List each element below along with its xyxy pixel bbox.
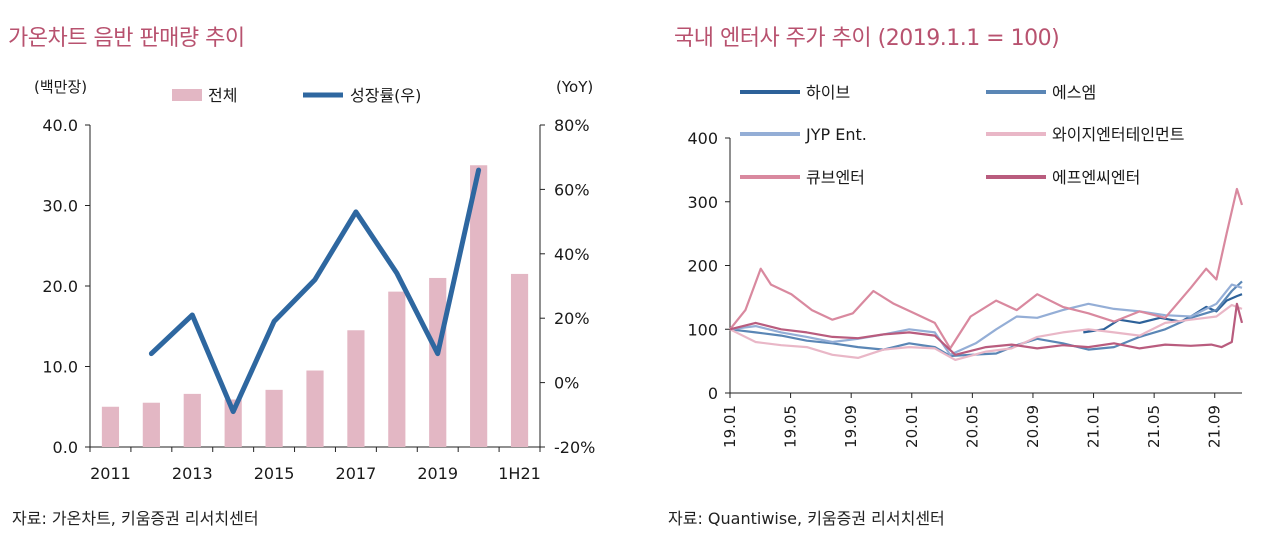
x-tick-label: 21.09	[1206, 405, 1224, 448]
legend-label: 에스엠	[1052, 83, 1096, 102]
left-chart-svg: (백만장) (YoY) 전체 성장률(우) 40.0 30.0 20.0 10.0 0.0 80%…	[34, 78, 595, 483]
y-tick-label-right: 20%	[554, 309, 590, 328]
x-tick-label: 2015	[254, 464, 295, 483]
y-tick-label: 100	[687, 320, 718, 339]
y-tick-label-right: -20%	[554, 438, 595, 457]
legend-label-bar: 전체	[208, 86, 237, 105]
y-tick-label-right: 80%	[554, 116, 590, 135]
y-tick-label-left: 30.0	[42, 197, 78, 216]
bar	[101, 406, 120, 447]
y-tick-label: 300	[687, 193, 718, 212]
x-tick-label: 2017	[336, 464, 377, 483]
series-line	[729, 302, 1244, 356]
y-tick-label-left: 10.0	[42, 358, 78, 377]
x-tick-label: 20.09	[1024, 405, 1042, 448]
legend-label: 에프엔씨엔터	[1052, 168, 1140, 187]
x-tick-label: 2019	[417, 464, 458, 483]
y-tick-label-right: 60%	[554, 180, 590, 199]
x-tick-label: 19.05	[782, 405, 800, 448]
x-tick-label: 19.01	[721, 405, 739, 448]
x-tick-label: 20.05	[963, 405, 981, 448]
bar	[347, 330, 365, 447]
legend-label: 큐브엔터	[806, 168, 865, 187]
y-tick-label-left: 20.0	[42, 277, 78, 296]
y-tick-label-left: 40.0	[42, 116, 78, 135]
x-tick-label: 2011	[90, 464, 131, 483]
left-chart-panel: 가온차트 음반 판매량 추이 (백만장) (YoY) 전체 성장률(우) 40.0 30.…	[8, 26, 595, 528]
right-chart-title: 국내 엔터사 주가 추이 (2019.1.1 = 100)	[674, 26, 1060, 51]
bar	[306, 370, 324, 447]
y-tick-label: 400	[687, 129, 718, 148]
legend-label: 하이브	[806, 83, 850, 102]
left-chart-source: 자료: 가온차트, 키움증권 리서치센터	[12, 509, 259, 528]
x-tick-label: 21.01	[1085, 405, 1103, 448]
bar	[510, 273, 529, 447]
bar	[388, 291, 406, 447]
bar	[183, 393, 201, 447]
y-axis-left-label: (백만장)	[34, 78, 87, 96]
series-line	[729, 280, 1243, 358]
x-tick-label: 21.05	[1145, 405, 1163, 448]
legend-swatch-bar	[172, 89, 202, 101]
left-chart-title: 가온차트 음반 판매량 추이	[8, 26, 245, 51]
y-axis-right-label: (YoY)	[556, 78, 593, 96]
bar	[265, 389, 283, 447]
x-tick-label: 20.01	[903, 405, 921, 448]
bar	[470, 165, 488, 447]
legend-label: 와이지엔터테인먼트	[1052, 125, 1184, 144]
y-tick-label-right: 40%	[554, 245, 590, 264]
bar	[429, 277, 447, 447]
right-chart-panel: 국내 엔터사 주가 추이 (2019.1.1 = 100) 하이브 에스엠 JYP …	[640, 0, 1262, 546]
legend-label-line: 성장률(우)	[350, 86, 421, 105]
series-line	[729, 283, 1243, 356]
right-chart-source: 자료: Quantiwise, 키움증권 리서치센터	[668, 509, 945, 528]
y-tick-label: 200	[687, 257, 718, 276]
y-tick-label: 0	[708, 384, 718, 403]
series-line	[729, 187, 1244, 350]
bar	[142, 402, 160, 447]
y-tick-label-right: 0%	[554, 374, 579, 393]
x-tick-label: 19.09	[842, 405, 860, 448]
x-tick-label: 1H21	[498, 464, 541, 483]
bar	[224, 399, 242, 447]
series-line	[729, 303, 1243, 361]
y-tick-label-left: 0.0	[53, 438, 78, 457]
growth-line	[148, 167, 482, 415]
x-tick-label: 2013	[172, 464, 213, 483]
legend-label: JYP Ent.	[805, 125, 867, 144]
